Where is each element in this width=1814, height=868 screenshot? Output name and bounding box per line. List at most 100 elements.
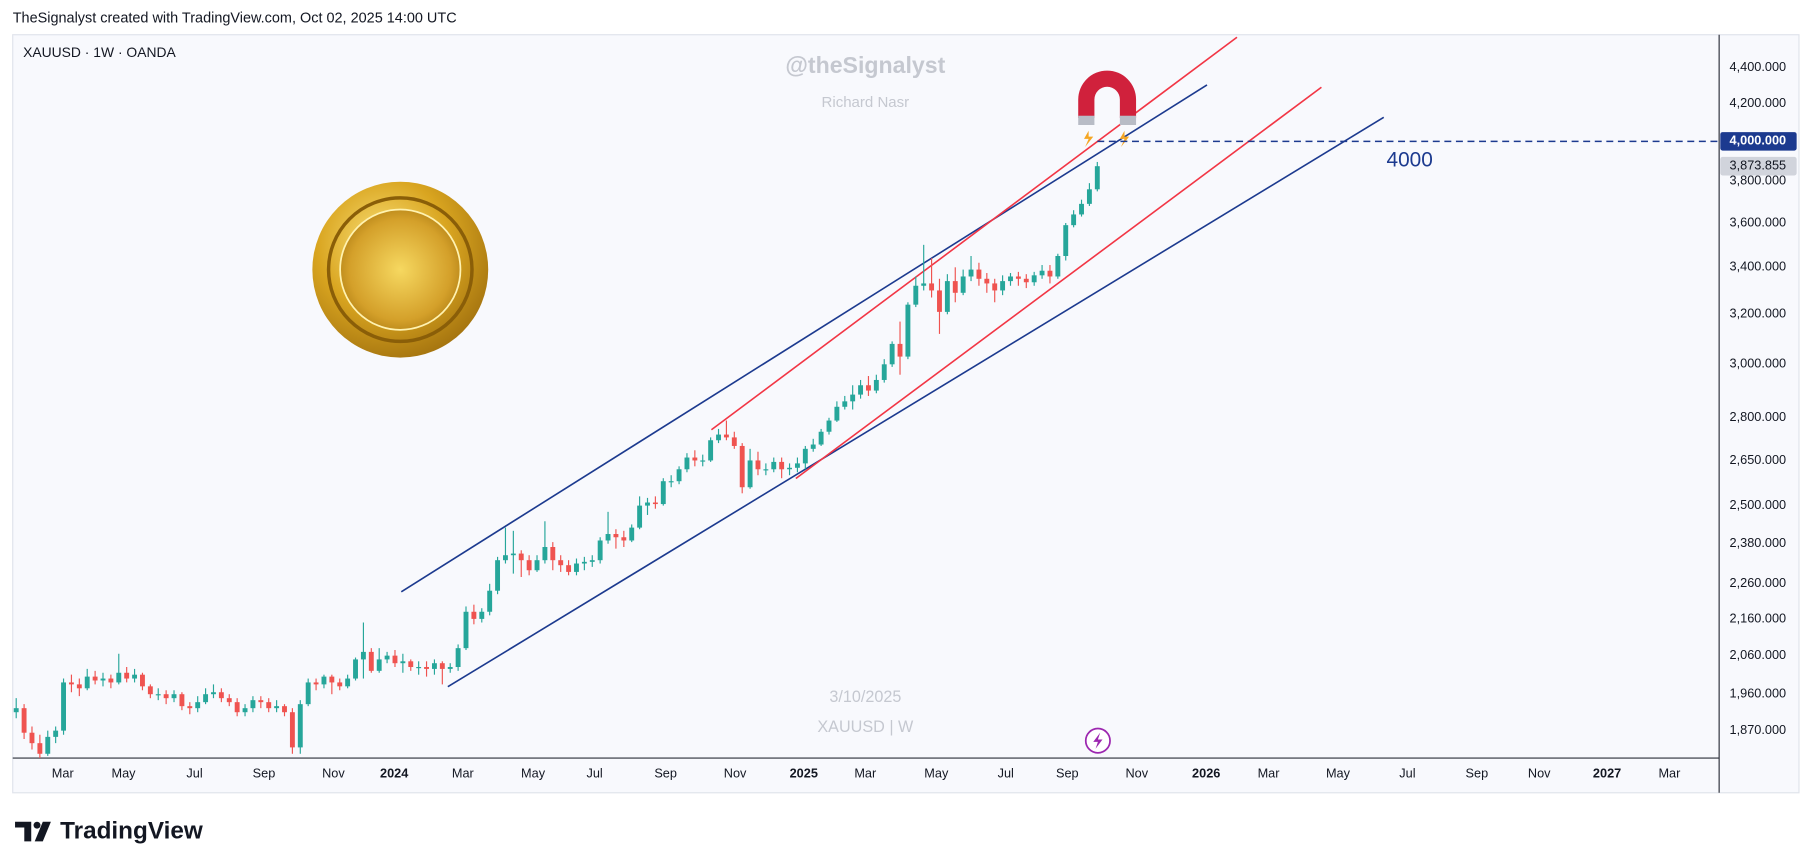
candle-body	[550, 546, 556, 561]
candle-body	[810, 444, 816, 449]
candle-body	[731, 437, 737, 446]
candle-body	[581, 561, 587, 564]
candle-body	[652, 502, 658, 505]
candle-body	[929, 283, 935, 291]
candle-body	[1094, 166, 1100, 190]
candle-body	[471, 611, 477, 619]
candle-body	[952, 281, 958, 293]
x-tick-label: 2027	[1593, 766, 1621, 781]
candle-body	[416, 667, 422, 669]
candle-body	[960, 276, 966, 293]
candle-body	[866, 385, 871, 391]
candle-body	[850, 394, 856, 402]
candle-body	[637, 505, 643, 528]
candle-body	[858, 385, 864, 395]
candle-body	[242, 708, 248, 713]
candle-body	[84, 676, 90, 689]
candle-body	[447, 667, 453, 669]
candle-body	[692, 457, 698, 461]
level-text: 4000	[1387, 149, 1433, 172]
x-tick-label: Nov	[1125, 766, 1148, 781]
candle-body	[992, 283, 998, 291]
y-tick-label: 2,500.000	[1730, 497, 1787, 512]
candle-body	[621, 537, 627, 541]
logo-mark	[33, 821, 41, 829]
candle-body	[45, 736, 51, 754]
event-icon[interactable]	[1084, 727, 1111, 754]
y-tick-label: 3,000.000	[1730, 356, 1787, 371]
candle-body	[905, 304, 911, 357]
candle-body	[613, 534, 619, 538]
candle-body	[645, 502, 650, 506]
y-tick-label: 2,160.000	[1730, 610, 1787, 625]
candle-body	[787, 467, 792, 470]
symbol-legend: XAUUSD · 1W · OANDA	[23, 44, 176, 60]
candle-body	[574, 563, 579, 572]
candle-body	[779, 461, 785, 470]
y-tick-label: 4,400.000	[1730, 59, 1787, 74]
candle-body	[589, 560, 595, 562]
y-tick-label: 2,260.000	[1730, 575, 1787, 590]
candle-body	[1031, 275, 1037, 283]
candle-body	[163, 694, 169, 699]
candle-body	[723, 434, 729, 438]
candle-body	[510, 553, 516, 556]
footer-logo: TradingView	[15, 818, 203, 845]
candle-body	[937, 290, 942, 312]
candle-body	[353, 659, 358, 679]
header: TheSignalyst created with TradingView.co…	[13, 10, 457, 26]
candle-body	[944, 281, 950, 312]
candle-body	[116, 672, 122, 683]
candle-body	[305, 682, 311, 705]
plot-area	[13, 36, 1385, 759]
x-tick-label: Mar	[52, 766, 75, 781]
candle-body	[195, 702, 201, 709]
logo-mark	[15, 821, 32, 842]
candle-body	[376, 659, 382, 671]
candle-body	[211, 692, 216, 695]
y-tick-label: 3,200.000	[1730, 306, 1787, 321]
logo-mark	[34, 821, 51, 842]
candle-body	[76, 684, 82, 689]
trend-line	[795, 86, 1322, 480]
candle-body	[921, 283, 927, 286]
candle-body	[1063, 225, 1069, 256]
coin-ring	[326, 196, 474, 344]
candle-body	[329, 676, 335, 683]
x-tick-label: Sep	[1466, 766, 1489, 781]
y-tick-label: 3,600.000	[1730, 214, 1787, 229]
y-tick-label: 2,650.000	[1730, 452, 1787, 467]
candle-body	[68, 682, 74, 685]
x-tick-label: Sep	[654, 766, 677, 781]
candle-body	[873, 379, 879, 391]
candle-body	[771, 461, 777, 470]
candle-body	[463, 611, 469, 649]
y-tick-label: 4,200.000	[1730, 95, 1787, 110]
y-tick-label: 1,870.000	[1730, 722, 1787, 737]
candle-body	[226, 698, 232, 703]
candle-body	[629, 527, 635, 541]
gold-coin	[312, 181, 489, 358]
x-tick-label: Mar	[854, 766, 877, 781]
x-tick-label: Nov	[1528, 766, 1551, 781]
magnet-icon	[1078, 70, 1137, 147]
candle-body	[1023, 278, 1029, 283]
candle-body	[802, 448, 808, 464]
candle-body	[313, 682, 319, 685]
candle-body	[984, 278, 990, 284]
candle-body	[218, 692, 224, 699]
candle-body	[321, 676, 327, 685]
candle-body	[605, 534, 611, 541]
candle-body	[1015, 276, 1021, 279]
chart-frame	[12, 34, 1800, 794]
y-tick-label: 2,380.000	[1730, 535, 1787, 550]
candle-body	[597, 540, 603, 561]
candle-body	[897, 343, 903, 357]
x-tick-label: Sep	[253, 766, 276, 781]
level-badge	[1720, 132, 1797, 151]
candle-body	[266, 702, 272, 709]
trend-line	[400, 84, 1208, 593]
candle-body	[360, 651, 366, 660]
y-tick-label: 2,800.000	[1730, 409, 1787, 424]
